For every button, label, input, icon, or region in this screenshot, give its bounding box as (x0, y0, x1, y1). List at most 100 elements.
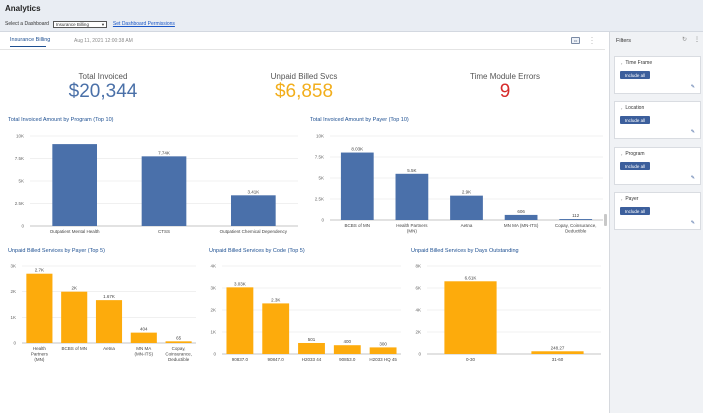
chart-title: Total Invoiced Amount by Payer (Top 10) (310, 117, 409, 123)
scrollbar-handle[interactable] (604, 214, 607, 226)
x-tick-label: (MN) (34, 357, 44, 362)
kpi-label: Unpaid Billed Svcs (270, 72, 338, 81)
y-tick-label: 3K (210, 286, 216, 291)
dashboard-tab[interactable]: Insurance Billing (10, 37, 50, 47)
filter-location: › Location Include all ✎ (614, 101, 701, 139)
chevron-down-icon: ▼ (100, 21, 105, 27)
y-tick-label: 0 (213, 352, 216, 357)
chevron-right-icon[interactable]: › (621, 60, 623, 66)
kpi-label: Time Module Errors (470, 72, 540, 81)
bar (395, 173, 429, 220)
edit-filter-icon[interactable]: ✎ (690, 220, 695, 226)
x-tick-label: MN MA (136, 346, 151, 351)
x-tick-label: Aetna (461, 223, 473, 228)
filter-label: Payer (625, 196, 639, 202)
top-bar: Analytics Select a Dashboard Insurance B… (0, 0, 703, 32)
filters-menu-icon[interactable]: ⋮ (694, 37, 700, 43)
chevron-right-icon[interactable]: › (621, 151, 623, 157)
kpi-unpaid-billed: Unpaid Billed Svcs $6,858 (254, 72, 354, 103)
kpi-total-invoiced: Total Invoiced $20,344 (53, 72, 153, 103)
data-label: 65 (176, 335, 182, 340)
include-all-button[interactable]: Include all (620, 116, 650, 124)
kpi-label: Total Invoiced (78, 72, 128, 81)
app-title: Analytics (5, 4, 41, 13)
y-tick-label: 0 (13, 341, 16, 346)
x-tick-label: 90837.0 (232, 357, 249, 362)
include-all-button[interactable]: Include all (620, 162, 650, 170)
y-tick-label: 0 (321, 218, 324, 223)
y-tick-label: 10K (316, 134, 324, 139)
bar (262, 303, 290, 354)
dashboard-select[interactable]: Insurance Billing ▼ (52, 20, 107, 28)
bar (141, 156, 187, 226)
data-label: 400 (344, 339, 352, 344)
filter-label: Program (625, 151, 645, 157)
y-tick-label: 3K (10, 264, 16, 269)
x-tick-label: BCBS of MN (61, 346, 87, 351)
bar (559, 219, 593, 220)
chart-title: Total Invoiced Amount by Program (Top 10… (8, 117, 114, 123)
bar (531, 351, 584, 354)
data-label: 5.5K (407, 168, 416, 173)
filter-time-frame: › Time Frame Include all ✎ (614, 56, 701, 94)
x-tick-label: H2033 44 (302, 357, 322, 362)
filters-title: Filters (616, 38, 631, 44)
x-tick-label: (MN) (407, 229, 417, 234)
data-label: 3.41K (247, 189, 259, 194)
y-tick-label: 2.5K (315, 197, 324, 202)
filter-program: › Program Include all ✎ (614, 147, 701, 185)
chevron-right-icon[interactable]: › (621, 196, 623, 202)
y-tick-label: 0 (21, 224, 24, 229)
data-label: 501 (308, 337, 316, 342)
bar (298, 342, 325, 354)
x-tick-label: Health Partners (396, 223, 428, 228)
edit-filter-icon[interactable]: ✎ (690, 175, 695, 181)
x-tick-label: Deductible (565, 229, 587, 234)
data-label: 8.03K (351, 147, 363, 152)
edit-filter-icon[interactable]: ✎ (690, 129, 695, 135)
bar (444, 281, 497, 354)
dashboard-menu-icon[interactable]: · · · (591, 35, 593, 47)
data-label: 3.03K (234, 281, 246, 286)
x-tick-label: 90853.0 (339, 357, 356, 362)
refresh-icon[interactable]: ↻ (682, 37, 688, 43)
x-tick-label: Health (33, 346, 47, 351)
x-tick-label: Coinsurance, (165, 352, 192, 357)
x-tick-label: Copay, (172, 346, 186, 351)
chart-title: Unpaid Billed Services by Code (Top 5) (209, 248, 305, 254)
y-tick-label: 6K (415, 286, 421, 291)
y-tick-label: 4K (210, 264, 216, 269)
x-tick-label: Outpatient Mental Health (50, 229, 100, 234)
x-tick-label: Copay, Coinsurance, (555, 223, 597, 228)
data-label: 2.3K (271, 297, 280, 302)
bar (231, 195, 276, 226)
bar (340, 152, 374, 220)
dashboard-select-label: Select a Dashboard (5, 21, 49, 27)
y-tick-label: 1K (10, 315, 16, 320)
bar (130, 332, 157, 343)
include-all-button[interactable]: Include all (620, 71, 650, 79)
kpi-time-module-errors: Time Module Errors 9 (455, 72, 555, 103)
bar (333, 345, 361, 354)
edit-filter-icon[interactable]: ✎ (690, 84, 695, 90)
bar (504, 214, 538, 220)
present-icon[interactable]: ▭ (571, 37, 580, 44)
x-tick-label: MN MA (MN-ITS) (504, 223, 539, 228)
chart-title: Unpaid Billed Services by Days Outstandi… (411, 248, 519, 254)
data-label: 6.61K (465, 275, 477, 280)
bar-chart-invoiced-by-payer: 0 2.5K 5K 7.5K 10K 8.03K BCBS of MN 5.5K Health … (315, 134, 603, 234)
chevron-right-icon[interactable]: › (621, 105, 623, 111)
data-label: 404 (140, 327, 148, 332)
dashboard-timestamp: Aug 11, 2021 12:00:38 AM (74, 38, 133, 44)
filter-label: Time Frame (625, 60, 653, 66)
filter-payer: › Payer Include all ✎ (614, 192, 701, 230)
include-all-button[interactable]: Include all (620, 207, 650, 215)
data-label: 606 (517, 209, 525, 214)
y-tick-label: 1K (210, 330, 216, 335)
set-permissions-link[interactable]: Set Dashboard Permissions (112, 21, 175, 27)
dashboard-select-value: Insurance Billing (55, 21, 89, 27)
data-label: 7.74K (158, 150, 170, 155)
y-tick-label: 5K (318, 176, 324, 181)
chart-title: Unpaid Billed Services by Payer (Top 5) (8, 248, 105, 254)
y-tick-label: 2.5K (15, 201, 24, 206)
